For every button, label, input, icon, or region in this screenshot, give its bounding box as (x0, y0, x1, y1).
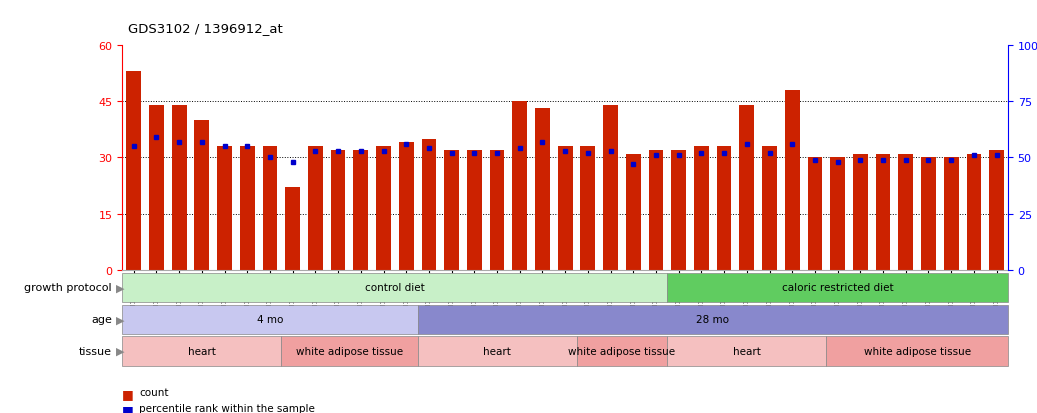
Bar (831, 158, 845, 271)
Text: tissue: tissue (79, 346, 112, 356)
Text: age: age (91, 314, 112, 325)
Text: 4 mo: 4 mo (257, 314, 283, 325)
Bar (376, 147, 391, 271)
Bar (467, 150, 482, 271)
Bar (898, 154, 914, 271)
Bar (808, 158, 822, 271)
Text: heart: heart (483, 346, 511, 356)
Bar (122, 273, 668, 302)
Bar (668, 273, 1008, 302)
Bar (262, 147, 277, 271)
Bar (694, 147, 709, 271)
Bar (444, 150, 459, 271)
Text: control diet: control diet (365, 282, 425, 293)
Bar (668, 337, 826, 366)
Text: count: count (139, 387, 168, 397)
Bar (626, 154, 641, 271)
Text: GDS3102 / 1396912_at: GDS3102 / 1396912_at (128, 22, 282, 35)
Bar (558, 147, 572, 271)
Bar (875, 154, 891, 271)
Text: ▶: ▶ (116, 314, 124, 325)
Bar (122, 305, 418, 334)
Bar (127, 72, 141, 271)
Text: white adipose tissue: white adipose tissue (296, 346, 403, 356)
Bar (762, 147, 777, 271)
Bar (577, 337, 668, 366)
Bar (308, 147, 323, 271)
Bar (149, 105, 164, 271)
Bar (604, 105, 618, 271)
Bar (921, 158, 935, 271)
Bar (966, 154, 981, 271)
Bar (826, 337, 1008, 366)
Bar (354, 150, 368, 271)
Bar (581, 147, 595, 271)
Bar (785, 90, 800, 271)
Bar (122, 337, 281, 366)
Text: ▶: ▶ (116, 346, 124, 356)
Bar (739, 105, 754, 271)
Bar (331, 150, 345, 271)
Text: white adipose tissue: white adipose tissue (864, 346, 971, 356)
Text: 28 mo: 28 mo (696, 314, 729, 325)
Bar (512, 102, 527, 271)
Bar (489, 150, 504, 271)
Bar (418, 337, 577, 366)
Text: white adipose tissue: white adipose tissue (568, 346, 675, 356)
Text: ■: ■ (122, 387, 134, 400)
Bar (281, 337, 418, 366)
Bar (421, 139, 437, 271)
Text: heart: heart (188, 346, 216, 356)
Text: ■: ■ (122, 403, 134, 413)
Bar (717, 147, 731, 271)
Bar (944, 158, 958, 271)
Text: percentile rank within the sample: percentile rank within the sample (139, 403, 315, 413)
Bar (195, 121, 209, 271)
Bar (648, 150, 664, 271)
Bar (172, 105, 187, 271)
Text: caloric restricted diet: caloric restricted diet (782, 282, 894, 293)
Bar (399, 143, 414, 271)
Bar (535, 109, 550, 271)
Bar (671, 150, 686, 271)
Bar (853, 154, 868, 271)
Bar (989, 150, 1004, 271)
Bar (240, 147, 255, 271)
Text: ▶: ▶ (116, 282, 124, 293)
Bar (285, 188, 300, 271)
Bar (217, 147, 232, 271)
Text: growth protocol: growth protocol (25, 282, 112, 293)
Bar (418, 305, 1008, 334)
Text: heart: heart (733, 346, 761, 356)
